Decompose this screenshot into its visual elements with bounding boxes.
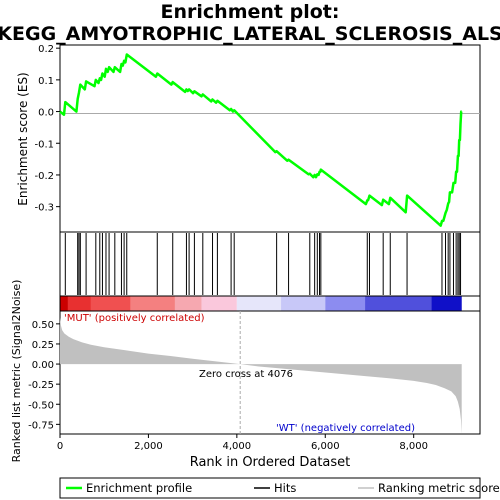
color-band [431,296,462,311]
es-y-tick-label: -0.2 [34,171,54,182]
x-tick-label: 8,000 [399,441,428,452]
chart-title-line1: Enrichment plot: [161,1,340,23]
annotation-neg: 'WT' (negatively correlated) [276,423,415,434]
metric-y-tick-label: -0.50 [28,400,54,411]
color-band [60,296,68,311]
color-band [325,296,366,311]
color-band [90,296,131,311]
x-tick-label: 2,000 [134,441,163,452]
es-y-tick-label: 0.1 [38,76,54,87]
es-y-axis-label: Enrichment score (ES) [16,72,30,205]
es-y-tick-label: 0.0 [38,108,54,119]
metric-y-tick-label: 0.00 [32,360,54,371]
metric-y-tick-label: -0.75 [28,420,54,431]
color-band [130,296,175,311]
x-tick-label: 6,000 [311,441,340,452]
metric-y-tick-label: 0.25 [32,340,54,351]
es-y-tick-label: 0.2 [38,44,54,55]
metric-y-tick-label: -0.25 [28,380,54,391]
metric-y-axis-label: Ranked list metric (Signal2Noise) [10,280,23,463]
legend-label: Hits [274,481,296,495]
color-band [174,296,202,311]
metric-y-tick-label: 0.50 [32,320,54,331]
x-axis-label: Rank in Ordered Dataset [190,455,351,470]
color-band [365,296,432,311]
color-band [281,296,326,311]
es-y-tick-label: -0.1 [34,139,54,150]
x-tick-label: 0 [57,441,63,452]
metric-area [60,317,462,434]
x-tick-label: 4,000 [223,441,252,452]
legend-label: Enrichment profile [86,481,192,495]
es-panel [59,44,481,233]
annotation-pos: 'MUT' (positively correlated) [64,313,205,324]
es-y-tick-label: -0.3 [34,203,54,214]
ranked-color-bar [59,295,481,312]
es-line [59,53,463,227]
color-band [67,296,91,311]
color-band [236,296,282,311]
hits-panel [59,231,481,297]
legend-label: Ranking metric scores [378,481,500,495]
zero-cross-label: Zero cross at 4076 [199,369,293,380]
chart-title-line2: KEGG_AMYOTROPHIC_LATERAL_SCLEROSIS_ALS [0,23,500,45]
color-band [201,296,237,311]
